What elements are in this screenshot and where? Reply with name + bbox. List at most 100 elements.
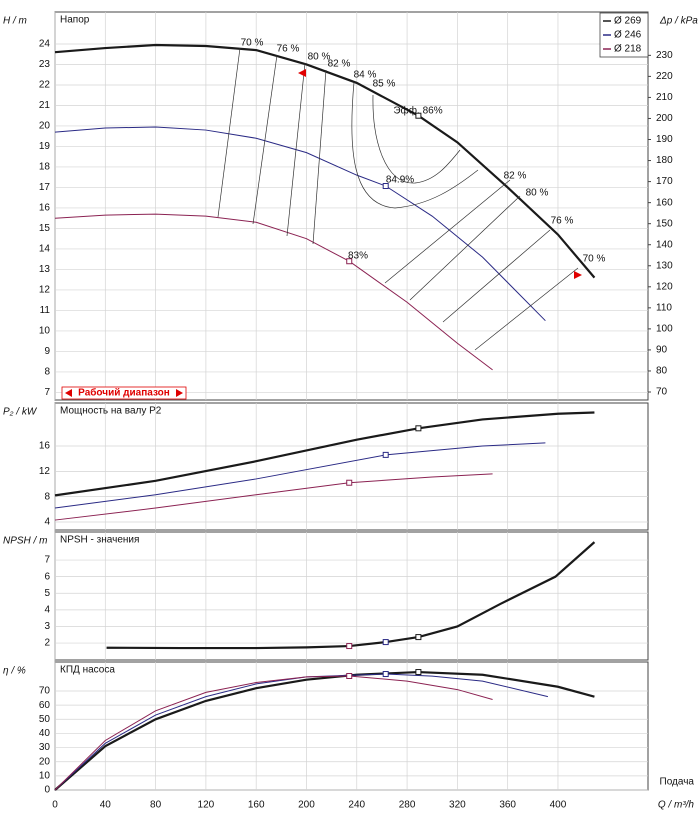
y-tick-label: 16 xyxy=(39,203,51,214)
x-tick-label: 160 xyxy=(248,800,265,811)
legend-label: Ø 218 xyxy=(614,44,642,55)
duty-point xyxy=(382,451,389,458)
plot-frame xyxy=(54,531,649,661)
series-line xyxy=(54,670,595,791)
efficiency-annotation: 80 % xyxy=(308,52,331,63)
efficiency-annotation: Эфф. 86% xyxy=(393,105,442,117)
y-tick-label: 2 xyxy=(44,638,50,649)
y-tick-label: 14 xyxy=(39,244,51,255)
efficiency-annotation: 70 % xyxy=(241,38,264,49)
y-tick-label: 10 xyxy=(39,326,51,337)
panel-title: Напор xyxy=(60,15,90,26)
panel-title: КПД насоса xyxy=(60,665,115,676)
x-tick-label: 0 xyxy=(52,800,58,811)
x-tick-label: 80 xyxy=(150,800,162,811)
series-line xyxy=(54,675,493,791)
y2-tick-label: 90 xyxy=(656,345,668,356)
duty-point xyxy=(415,112,422,119)
iso-efficiency-lines xyxy=(217,47,579,351)
legend-label: Ø 269 xyxy=(614,16,642,27)
y2-axis-label: Δp / kPa xyxy=(659,16,698,27)
duty-point xyxy=(346,258,353,265)
y-axis-label: H / m xyxy=(3,16,27,27)
efficiency-annotation: 70 % xyxy=(583,254,606,265)
x-tick-label: 40 xyxy=(100,800,112,811)
x-tick-label: 400 xyxy=(550,800,567,811)
duty-point xyxy=(346,643,353,650)
y2-tick-label: 200 xyxy=(656,113,673,124)
y-tick-label: 3 xyxy=(44,621,50,632)
x-tick-label: 320 xyxy=(449,800,466,811)
series-line xyxy=(54,126,546,322)
efficiency-annotation: 82 % xyxy=(504,171,527,182)
range-arrow xyxy=(176,389,183,397)
y-tick-label: 8 xyxy=(44,491,50,502)
y-tick-label: 19 xyxy=(39,141,51,152)
y-tick-label: 7 xyxy=(44,555,50,566)
duty-point xyxy=(382,671,389,678)
efficiency-annotation: 76 % xyxy=(277,44,300,55)
y-tick-label: 22 xyxy=(39,80,51,91)
series-line xyxy=(54,411,595,497)
y-tick-label: 0 xyxy=(44,785,50,796)
y-axis-label: NPSH / m xyxy=(3,536,47,547)
y-tick-label: 21 xyxy=(39,100,51,111)
y-tick-label: 18 xyxy=(39,162,51,173)
range-label: Рабочий диапазон xyxy=(78,387,170,399)
range-markers xyxy=(298,69,582,279)
efficiency-annotation: 76 % xyxy=(551,216,574,227)
x-tick-label: 200 xyxy=(298,800,315,811)
y2-tick-label: 220 xyxy=(656,71,673,82)
y2-tick-label: 170 xyxy=(656,176,673,187)
panel-title: Мощность на валу P2 xyxy=(60,406,162,417)
y2-tick-label: 110 xyxy=(656,302,672,313)
plot-frame xyxy=(54,11,649,401)
duty-point xyxy=(382,183,389,190)
y2-tick-label: 160 xyxy=(656,197,673,208)
y-tick-label: 12 xyxy=(39,285,51,296)
duty-point xyxy=(415,425,422,432)
x-tick-label: 280 xyxy=(399,800,416,811)
y-tick-label: 70 xyxy=(39,686,51,697)
y-tick-label: 5 xyxy=(44,588,50,599)
y-tick-label: 60 xyxy=(39,700,51,711)
series-line xyxy=(106,541,596,650)
y-axis-label: η / % xyxy=(3,666,26,677)
y2-tick-label: 150 xyxy=(656,218,673,229)
y-tick-label: 16 xyxy=(39,441,51,452)
y2-tick-label: 190 xyxy=(656,134,673,145)
y2-tick-label: 100 xyxy=(656,324,673,335)
panel-title: NPSH - значения xyxy=(60,535,139,546)
x-tick-label: 240 xyxy=(348,800,365,811)
y-tick-label: 17 xyxy=(39,182,51,193)
range-box xyxy=(61,386,187,400)
duty-point xyxy=(346,479,353,486)
x-tick-label: 120 xyxy=(198,800,215,811)
y-tick-label: 15 xyxy=(39,223,51,234)
efficiency-annotation: 83% xyxy=(348,251,368,262)
duty-point xyxy=(382,639,389,646)
y2-tick-label: 140 xyxy=(656,239,673,250)
y-tick-label: 7 xyxy=(44,387,50,398)
y-tick-label: 30 xyxy=(39,742,51,753)
y2-tick-label: 70 xyxy=(656,387,668,398)
duty-point xyxy=(346,673,353,680)
duty-point xyxy=(415,634,422,641)
legend-label: Ø 246 xyxy=(614,30,642,41)
series-line xyxy=(54,473,493,521)
series-line xyxy=(54,213,493,371)
y-tick-label: 10 xyxy=(39,770,51,781)
y2-tick-label: 230 xyxy=(656,50,673,61)
series-line xyxy=(54,673,549,791)
y-tick-label: 40 xyxy=(39,728,51,739)
efficiency-annotation: 85 % xyxy=(373,79,396,90)
y-axis-label: P₂ / kW xyxy=(3,407,38,418)
y-tick-label: 50 xyxy=(39,714,51,725)
y-tick-label: 12 xyxy=(39,466,51,477)
y-tick-label: 20 xyxy=(39,756,51,767)
y-tick-label: 11 xyxy=(40,305,51,316)
y2-tick-label: 120 xyxy=(656,281,673,292)
x-axis-label: Q / m³/h xyxy=(658,800,695,811)
series-line xyxy=(54,442,546,509)
y-tick-label: 24 xyxy=(39,39,51,50)
